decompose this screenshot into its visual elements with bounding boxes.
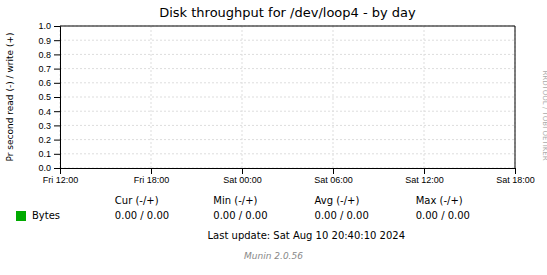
y-tick-mark xyxy=(54,125,60,126)
y-tick-label: 0.8 xyxy=(38,50,51,60)
y-tick-mark xyxy=(54,97,60,98)
x-tick-mark xyxy=(242,168,243,174)
y-tick: 0.3 xyxy=(38,121,60,131)
y-tick: 0.7 xyxy=(38,64,60,74)
y-tick-label: 0.6 xyxy=(38,78,51,88)
grid-line-x xyxy=(333,26,334,168)
x-tick: Sat 18:00 xyxy=(496,168,535,185)
stat-value: 0.00 / 0.00 xyxy=(416,210,470,221)
grid xyxy=(60,26,515,168)
y-tick-label: 0.3 xyxy=(38,121,51,131)
grid-line-y xyxy=(60,68,515,69)
x-tick: Fri 18:00 xyxy=(134,168,170,185)
stat-header: Max (-/+) xyxy=(416,195,463,206)
grid-line-y xyxy=(60,40,515,41)
x-tick: Fri 12:00 xyxy=(43,168,79,185)
stat-value: 0.00 / 0.00 xyxy=(315,210,369,221)
y-axis-line xyxy=(54,27,61,169)
y-tick-label: 0.0 xyxy=(38,163,51,173)
legend-swatch xyxy=(16,211,26,221)
y-tick-label: 0.9 xyxy=(38,36,51,46)
x-tick: Sat 00:00 xyxy=(223,168,262,185)
watermark: RRDTOOL / TOBI OETIKER xyxy=(541,70,547,160)
stat-header: Min (-/+) xyxy=(213,195,257,206)
y-tick-label: 0.2 xyxy=(38,135,51,145)
x-tick: Sat 12:00 xyxy=(405,168,444,185)
plot: 0.0 0.1 0.2 0.3 0.4 0.5 0.6 0.7 0.8 0.9 1.0 Fri 12:… xyxy=(38,21,534,185)
y-tick: 0.1 xyxy=(38,149,60,159)
y-tick: 0.8 xyxy=(38,50,60,60)
grid-line-y xyxy=(60,54,515,55)
grid-line-y xyxy=(60,139,515,140)
y-label: Pr second read (-) / write (+) xyxy=(5,33,15,162)
y-tick-label: 0.5 xyxy=(38,92,51,102)
grid-line-y xyxy=(60,82,515,83)
y-axis: 0.0 0.1 0.2 0.3 0.4 0.5 0.6 0.7 0.8 0.9 1.0 xyxy=(38,21,60,173)
x-axis-line xyxy=(61,169,516,175)
y-tick-mark xyxy=(54,140,60,141)
grid-line-x xyxy=(151,26,152,168)
x-axis: Fri 12:00 Fri 18:00 Sat 00:00 Sat 06:00 Sat … xyxy=(43,168,535,185)
stat-value: 0.00 / 0.00 xyxy=(213,210,267,221)
stat-value: 0.00 / 0.00 xyxy=(115,210,169,221)
version: Munin 2.0.56 xyxy=(244,251,303,261)
x-tick-label: Sat 00:00 xyxy=(223,175,262,185)
y-tick: 0.9 xyxy=(38,36,60,46)
legend-label: Bytes xyxy=(32,210,60,221)
x-tick-mark xyxy=(151,168,152,174)
x-tick-label: Sat 18:00 xyxy=(496,175,535,185)
grid-line-y xyxy=(60,26,515,27)
y-tick: 0.4 xyxy=(38,107,60,117)
x-tick-label: Sat 12:00 xyxy=(405,175,444,185)
y-tick-mark xyxy=(54,83,60,84)
y-tick: 0.6 xyxy=(38,78,60,88)
y-tick-mark xyxy=(54,69,60,70)
y-tick-mark xyxy=(54,154,60,155)
y-tick-label: 0.1 xyxy=(38,149,51,159)
title: Disk throughput for /dev/loop4 - by day xyxy=(159,5,416,20)
x-tick-label: Fri 12:00 xyxy=(43,175,79,185)
frame xyxy=(515,26,516,168)
grid-line-x xyxy=(515,26,516,168)
grid-line-x xyxy=(424,26,425,168)
legend: Cur (-/+) Min (-/+) Avg (-/+) Max (-/+) Byte… xyxy=(16,195,470,221)
chart: 0.0 0.1 0.2 0.3 0.4 0.5 0.6 0.7 0.8 0.9 1.0 Fri 12:… xyxy=(0,0,547,275)
y-tick-mark xyxy=(54,40,60,41)
x-tick-label: Sat 06:00 xyxy=(314,175,353,185)
y-tick-mark xyxy=(54,26,60,27)
x-tick-mark xyxy=(333,168,334,174)
y-tick: 0.5 xyxy=(38,92,60,102)
y-tick: 1.0 xyxy=(38,21,60,31)
stat-header: Avg (-/+) xyxy=(315,195,360,206)
frame xyxy=(60,26,515,27)
grid-line-y xyxy=(60,97,515,98)
grid-line-y xyxy=(60,153,515,154)
grid-line-y xyxy=(60,111,515,112)
x-tick-label: Fri 18:00 xyxy=(134,175,170,185)
y-tick-label: 0.7 xyxy=(38,64,51,74)
y-tick: 0.0 xyxy=(38,163,60,173)
y-tick-label: 1.0 xyxy=(38,21,51,31)
grid-line-x xyxy=(242,26,243,168)
y-tick-mark xyxy=(54,111,60,112)
grid-line-y xyxy=(60,125,515,126)
y-tick-mark xyxy=(54,54,60,55)
stat-header: Cur (-/+) xyxy=(115,195,159,206)
y-tick-mark xyxy=(54,168,60,169)
x-tick-mark xyxy=(515,168,516,174)
y-tick-label: 0.4 xyxy=(38,107,51,117)
x-tick-mark xyxy=(424,168,425,174)
last-update: Last update: Sat Aug 10 20:40:10 2024 xyxy=(208,230,406,241)
y-tick: 0.2 xyxy=(38,135,60,145)
x-tick-mark xyxy=(60,168,61,174)
x-tick: Sat 06:00 xyxy=(314,168,353,185)
